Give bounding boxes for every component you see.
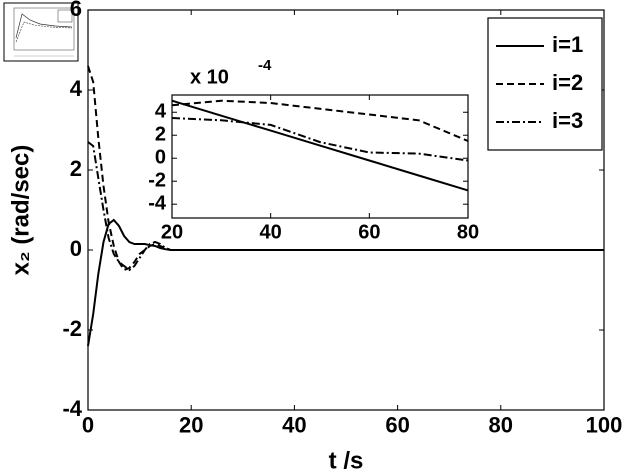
x-tick-label: 20 (161, 221, 183, 243)
x-axis-label: t /s (329, 447, 364, 474)
y-tick-label: -2 (62, 316, 82, 341)
series-line (171, 99, 469, 142)
inset-exponent: -4 (258, 57, 272, 74)
legend-label: i=1 (552, 32, 583, 57)
inset-multiplier: x 10 (190, 66, 229, 88)
y-tick-label: 2 (70, 156, 82, 181)
thumbnail (3, 2, 79, 62)
y-tick-label: -4 (148, 192, 167, 214)
series-line (87, 218, 604, 347)
y-tick-label: 6 (70, 0, 82, 21)
legend-label: i=2 (552, 70, 583, 95)
y-tick-label: 0 (70, 236, 82, 261)
x-tick-label: 60 (358, 221, 380, 243)
legend-label: i=3 (552, 108, 583, 133)
series-line (171, 99, 469, 192)
axes-frame (171, 94, 469, 219)
x-tick-label: 100 (586, 412, 623, 437)
x-tick-label: 0 (82, 412, 94, 437)
y-tick-label: 0 (155, 147, 166, 169)
x-tick-label: 80 (457, 221, 479, 243)
x-tick-label: 20 (179, 412, 203, 437)
y-tick-label: 2 (155, 124, 166, 146)
y-tick-label: -4 (62, 396, 82, 421)
y-tick-label: 4 (70, 76, 83, 101)
x-tick-label: 40 (282, 412, 306, 437)
x-tick-label: 40 (260, 221, 282, 243)
y-tick-label: 4 (155, 101, 167, 123)
x-tick-label: 80 (489, 412, 513, 437)
legend-box (487, 17, 603, 151)
axes-frame (87, 9, 605, 411)
x-tick-label: 60 (385, 412, 409, 437)
series-line (171, 117, 469, 162)
y-axis-label: x₂ (rad/sec) (7, 145, 34, 276)
y-tick-label: -2 (148, 169, 166, 191)
